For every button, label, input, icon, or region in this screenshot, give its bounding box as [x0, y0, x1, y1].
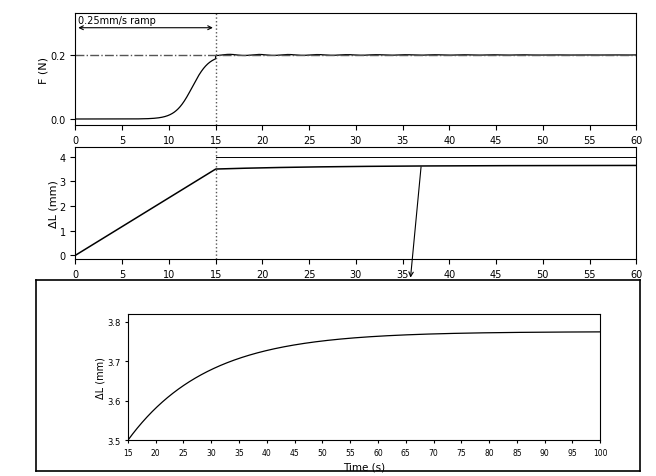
X-axis label: Time (s): Time (s)	[343, 461, 385, 471]
X-axis label: Time (s): Time (s)	[333, 149, 379, 159]
Y-axis label: ΔL (mm): ΔL (mm)	[96, 357, 106, 398]
Text: 0.25mm/s ramp: 0.25mm/s ramp	[78, 16, 156, 26]
X-axis label: Time (s): Time (s)	[333, 282, 379, 292]
Y-axis label: F (N): F (N)	[39, 57, 49, 84]
Y-axis label: ΔL (mm): ΔL (mm)	[48, 179, 58, 228]
